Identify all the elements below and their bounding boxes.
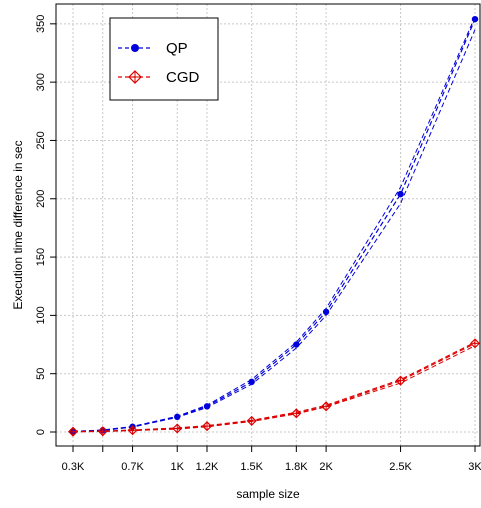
qp-data-point: [203, 403, 211, 410]
cgd-marker-cross: [247, 416, 256, 426]
x-axis-title: sample size: [236, 487, 300, 501]
cgd-marker-cross: [470, 339, 480, 348]
x-tick-label: 2.5K: [389, 461, 412, 473]
legend-cgd-label: CGD: [166, 69, 200, 86]
plot-frame: [55, 3, 481, 447]
cgd-marker-cross: [321, 402, 331, 411]
qp-data-point: [322, 308, 330, 316]
qp-data-point: [248, 378, 255, 386]
y-tick-label: 350: [35, 15, 47, 33]
legend: QP CGD: [109, 17, 219, 101]
cgd-marker-cross: [98, 427, 107, 436]
legend-qp-marker: [131, 44, 139, 52]
qp-data-point: [174, 413, 181, 421]
x-tick-label: 3K: [468, 461, 481, 473]
x-tick-label: 1.8K: [285, 461, 308, 473]
cgd-data-point: [246, 415, 257, 426]
cgd-marker-cross: [173, 424, 182, 433]
x-axis: 0.3K 0.7K 1K 1.2K 1.5K 1.8K 2K 2.5K 3K: [62, 446, 481, 473]
cgd-marker-diamond: [321, 401, 332, 412]
y-tick-label: 300: [35, 73, 47, 91]
cgd-data-point: [127, 425, 138, 436]
cgd-data-point: [201, 421, 213, 432]
cgd-data-point: [395, 375, 406, 386]
cgd-marker-cross: [292, 409, 301, 418]
x-tick-label: 0.3K: [62, 461, 85, 473]
y-axis: 0 50 100 150 200 250 300 350: [35, 15, 56, 435]
qp-series-line: [72, 18, 476, 432]
cgd-band-lower-line: [72, 345, 476, 433]
y-tick-label: 0: [35, 429, 47, 435]
y-axis-title: Execution time difference in sec: [11, 140, 25, 309]
cgd-series-line: [72, 342, 476, 433]
cgd-data-point: [321, 401, 332, 412]
cgd-marker-cross: [202, 421, 212, 431]
qp-data-point: [471, 15, 479, 23]
y-tick-label: 100: [35, 306, 47, 324]
grid-lines: [56, 4, 480, 446]
x-tick-label: 1K: [170, 461, 184, 473]
cgd-data-point: [97, 426, 108, 437]
y-tick-label: 50: [35, 368, 47, 380]
legend-cgd-marker: [128, 70, 142, 84]
legend-qp-label: QP: [166, 40, 188, 57]
cgd-marker-cross: [68, 427, 78, 436]
cgd-data-point: [172, 423, 183, 434]
cgd-marker-diamond: [291, 408, 302, 419]
x-tick-label: 2K: [319, 461, 333, 473]
cgd-marker-diamond: [127, 425, 138, 436]
qp-data-point: [397, 190, 404, 198]
y-tick-label: 200: [35, 190, 47, 208]
qp-data-point: [293, 341, 300, 348]
cgd-data-point: [67, 426, 79, 437]
x-tick-label: 1.2K: [196, 461, 219, 473]
cgd-marker-cross: [396, 376, 405, 385]
legend-box: [109, 17, 219, 101]
cgd-marker-cross: [128, 426, 137, 435]
cgd-data-point: [469, 338, 481, 349]
x-tick-label: 1.5K: [240, 461, 263, 473]
y-tick-label: 150: [35, 248, 47, 266]
cgd-data-point: [291, 408, 302, 419]
series-layer: [67, 15, 481, 437]
x-tick-label: 0.7K: [121, 461, 144, 473]
y-tick-label: 250: [35, 131, 47, 149]
